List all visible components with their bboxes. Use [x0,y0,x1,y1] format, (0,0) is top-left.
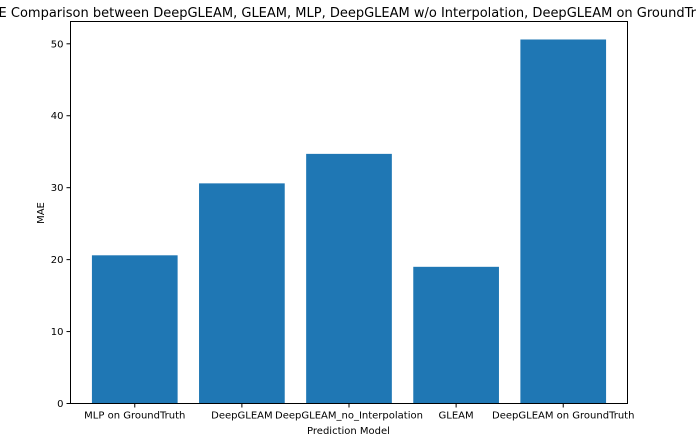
bar-5 [520,39,607,404]
y-tick-label: 20 [51,255,64,266]
x-tick-label: MLP on GroundTruth [84,411,185,422]
x-axis: MLP on GroundTruth DeepGLEAM DeepGLEAM_no_… [84,403,634,422]
y-tick-label: 40 [51,111,64,122]
chart-title: MAE Comparison between DeepGLEAM, GLEAM,… [0,6,696,21]
y-tick-label: 50 [51,39,64,50]
bars-group [91,39,607,404]
x-tick-label: DeepGLEAM_no_Interpolation [275,411,423,422]
y-axis: 0 10 20 30 40 50 [51,39,71,410]
bar-2 [199,183,285,404]
y-tick-label: 0 [57,399,63,410]
bar-1 [91,255,178,404]
x-axis-label: Prediction Model [307,426,390,437]
bar-4 [413,266,499,404]
y-tick-label: 30 [51,183,64,194]
x-tick-label: DeepGLEAM on GroundTruth [492,411,634,422]
y-axis-label: MAE [36,202,47,224]
x-tick-label: DeepGLEAM [211,411,272,422]
plot-frame [70,21,628,404]
bar-3 [306,153,392,404]
y-tick-label: 10 [51,327,64,338]
x-tick-label: GLEAM [439,411,474,422]
